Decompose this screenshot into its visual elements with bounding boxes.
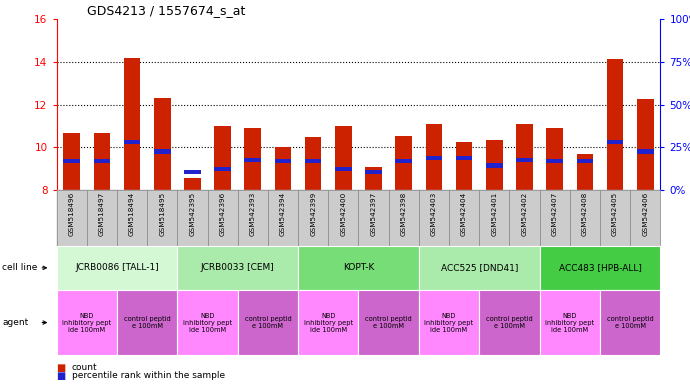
Bar xyxy=(516,124,533,190)
Text: control peptid
e 100mM: control peptid e 100mM xyxy=(607,316,653,329)
Text: agent: agent xyxy=(2,318,28,327)
Text: ACC525 [DND41]: ACC525 [DND41] xyxy=(440,263,518,272)
Bar xyxy=(275,147,291,190)
Bar xyxy=(63,159,80,163)
Text: count: count xyxy=(72,363,97,372)
Text: ■: ■ xyxy=(57,371,66,381)
Text: GSM542407: GSM542407 xyxy=(552,192,558,236)
Bar xyxy=(426,124,442,190)
Bar xyxy=(395,159,412,163)
Bar xyxy=(244,158,261,162)
Text: GDS4213 / 1557674_s_at: GDS4213 / 1557674_s_at xyxy=(87,3,245,17)
Text: GSM542406: GSM542406 xyxy=(642,192,648,236)
Bar xyxy=(395,136,412,190)
Bar xyxy=(215,167,231,171)
Bar xyxy=(516,158,533,162)
Bar xyxy=(335,126,352,190)
Text: control peptid
e 100mM: control peptid e 100mM xyxy=(365,316,412,329)
Bar xyxy=(94,134,110,190)
Text: GSM518497: GSM518497 xyxy=(99,192,105,236)
Text: cell line: cell line xyxy=(2,263,37,272)
Bar xyxy=(184,170,201,174)
Bar xyxy=(154,98,170,190)
Bar xyxy=(154,149,170,154)
Bar xyxy=(365,167,382,190)
Bar xyxy=(184,178,201,190)
Bar xyxy=(546,159,563,163)
Bar xyxy=(486,140,502,190)
Text: control peptid
e 100mM: control peptid e 100mM xyxy=(124,316,170,329)
Bar xyxy=(63,134,80,190)
Text: GSM542401: GSM542401 xyxy=(491,192,497,236)
Bar xyxy=(456,156,473,160)
Text: NBD
inhibitory pept
ide 100mM: NBD inhibitory pept ide 100mM xyxy=(304,313,353,333)
Text: percentile rank within the sample: percentile rank within the sample xyxy=(72,371,225,380)
Text: KOPT-K: KOPT-K xyxy=(343,263,374,272)
Text: GSM542400: GSM542400 xyxy=(340,192,346,236)
Text: NBD
inhibitory pept
ide 100mM: NBD inhibitory pept ide 100mM xyxy=(424,313,473,333)
Text: GSM518495: GSM518495 xyxy=(159,192,165,236)
Text: GSM542396: GSM542396 xyxy=(219,192,226,236)
Text: GSM542394: GSM542394 xyxy=(280,192,286,236)
Text: GSM542408: GSM542408 xyxy=(582,192,588,236)
Bar xyxy=(335,167,352,171)
Text: NBD
inhibitory pept
ide 100mM: NBD inhibitory pept ide 100mM xyxy=(545,313,594,333)
Text: GSM542399: GSM542399 xyxy=(310,192,316,236)
Text: ■: ■ xyxy=(57,363,66,373)
Text: NBD
inhibitory pept
ide 100mM: NBD inhibitory pept ide 100mM xyxy=(62,313,111,333)
Text: GSM542402: GSM542402 xyxy=(522,192,527,236)
Text: JCRB0086 [TALL-1]: JCRB0086 [TALL-1] xyxy=(75,263,159,272)
Bar xyxy=(456,142,473,190)
Text: GSM518494: GSM518494 xyxy=(129,192,135,236)
Bar xyxy=(637,149,653,154)
Bar xyxy=(577,159,593,163)
Bar xyxy=(124,58,140,190)
Bar xyxy=(215,126,231,190)
Bar xyxy=(607,140,623,144)
Text: GSM542403: GSM542403 xyxy=(431,192,437,236)
Bar xyxy=(607,59,623,190)
Text: GSM542404: GSM542404 xyxy=(461,192,467,236)
Text: control peptid
e 100mM: control peptid e 100mM xyxy=(244,316,291,329)
Bar xyxy=(305,159,322,163)
Bar xyxy=(426,156,442,160)
Bar xyxy=(275,159,291,163)
Bar xyxy=(94,159,110,163)
Bar xyxy=(365,170,382,174)
Text: GSM542398: GSM542398 xyxy=(401,192,406,236)
Text: GSM542397: GSM542397 xyxy=(371,192,377,236)
Bar xyxy=(486,163,502,168)
Text: GSM518496: GSM518496 xyxy=(69,192,75,236)
Bar xyxy=(244,128,261,190)
Text: NBD
inhibitory pept
ide 100mM: NBD inhibitory pept ide 100mM xyxy=(183,313,232,333)
Text: GSM542405: GSM542405 xyxy=(612,192,618,236)
Bar xyxy=(305,137,322,190)
Bar xyxy=(577,154,593,190)
Bar xyxy=(546,128,563,190)
Text: JCRB0033 [CEM]: JCRB0033 [CEM] xyxy=(201,263,275,272)
Text: GSM542393: GSM542393 xyxy=(250,192,256,236)
Text: ACC483 [HPB-ALL]: ACC483 [HPB-ALL] xyxy=(558,263,642,272)
Text: control peptid
e 100mM: control peptid e 100mM xyxy=(486,316,533,329)
Text: GSM542395: GSM542395 xyxy=(190,192,195,236)
Bar xyxy=(124,140,140,144)
Bar xyxy=(637,99,653,190)
